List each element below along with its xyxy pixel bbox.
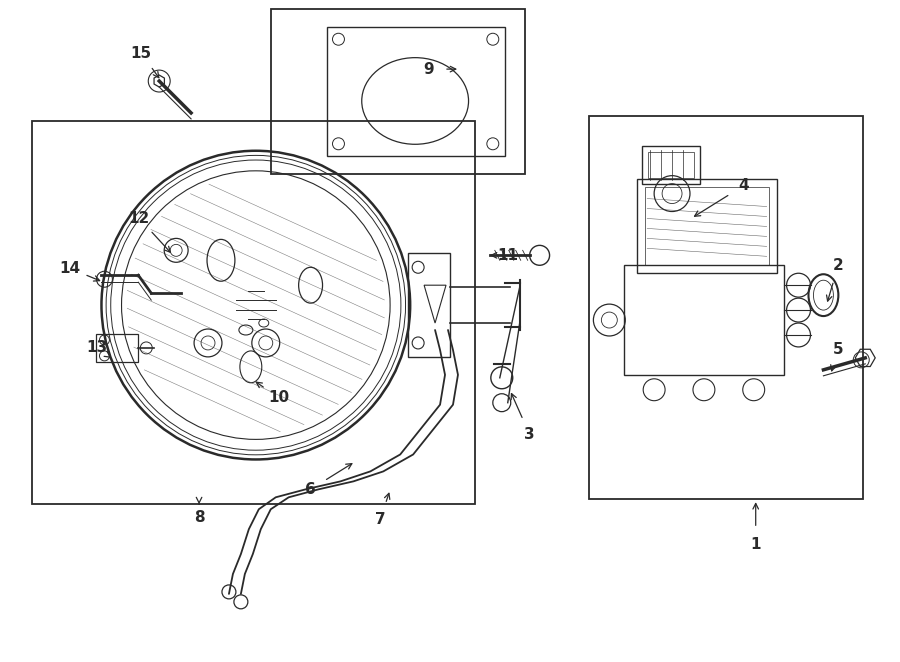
Text: 10: 10 <box>268 390 289 405</box>
Bar <box>645 187 769 265</box>
Text: 3: 3 <box>525 427 535 442</box>
Text: 6: 6 <box>305 482 316 497</box>
Bar <box>327 27 505 156</box>
Bar <box>625 265 784 375</box>
Text: 9: 9 <box>423 62 434 77</box>
Bar <box>96 334 139 362</box>
Text: 12: 12 <box>129 211 150 226</box>
Text: 1: 1 <box>751 537 761 551</box>
Text: 14: 14 <box>59 261 80 276</box>
Text: 15: 15 <box>130 46 152 61</box>
Text: 7: 7 <box>375 512 385 527</box>
Bar <box>32 121 475 504</box>
Bar <box>648 152 694 177</box>
Text: 4: 4 <box>738 178 749 193</box>
Bar <box>643 146 700 183</box>
Bar <box>271 9 525 173</box>
Text: 13: 13 <box>86 340 107 355</box>
Bar <box>409 254 450 357</box>
Bar <box>590 116 863 499</box>
Text: 2: 2 <box>833 258 843 273</box>
Text: 5: 5 <box>833 342 843 357</box>
Bar <box>637 179 777 273</box>
Text: 8: 8 <box>194 510 204 525</box>
Text: 11: 11 <box>498 248 518 263</box>
